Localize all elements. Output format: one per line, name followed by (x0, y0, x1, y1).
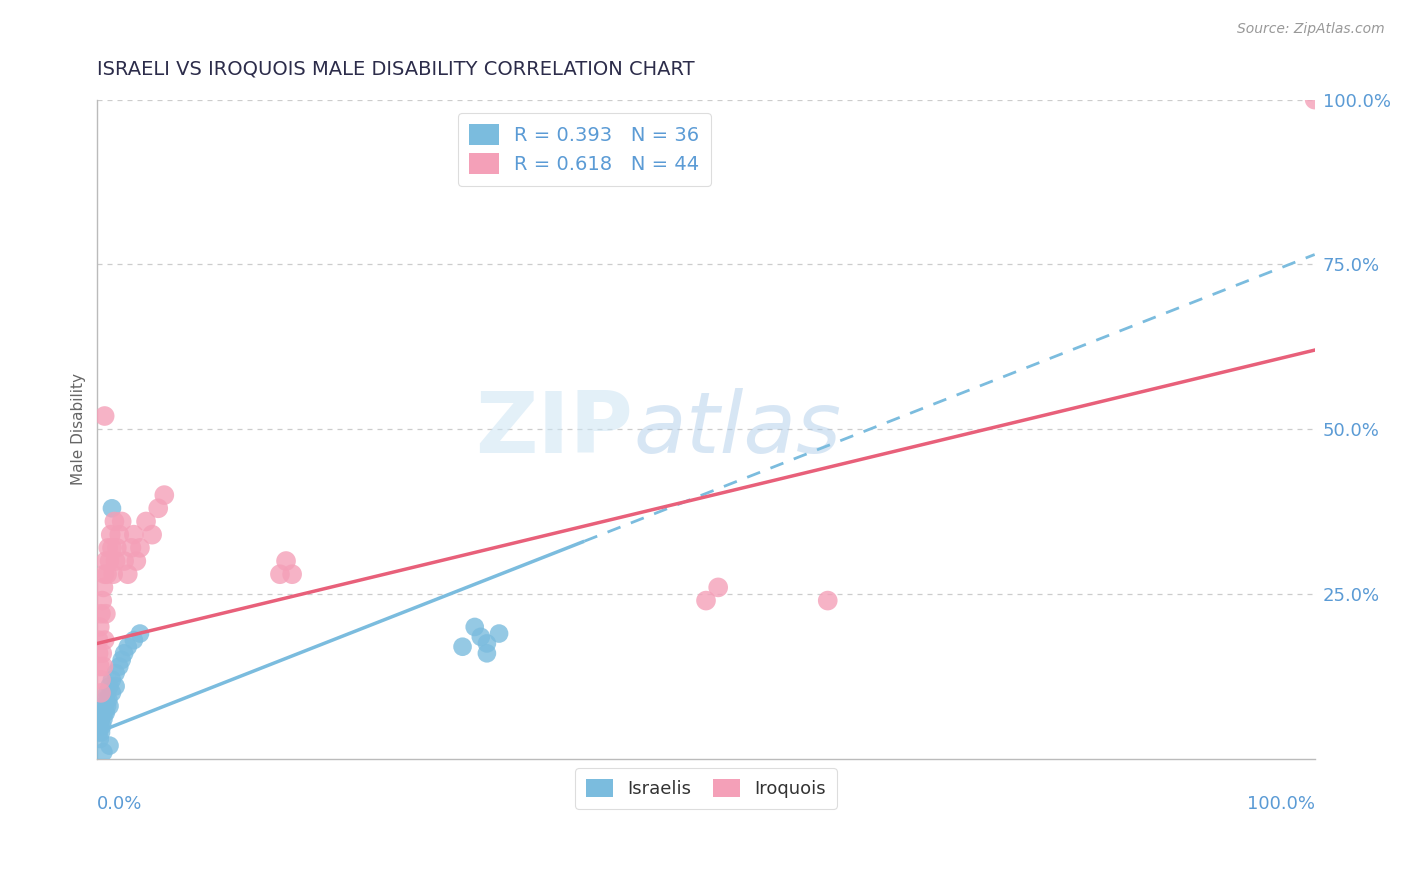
Point (122, 633, 145, 648)
Legend: Israelis, Iroquois: Israelis, Iroquois (575, 768, 837, 809)
Point (125, 554, 148, 568)
Point (153, 488, 176, 502)
Point (104, 554, 127, 568)
Point (104, 679, 127, 693)
Point (117, 640, 139, 654)
Point (98, 739, 121, 753)
Point (101, 541, 124, 555)
Point (98, 554, 121, 568)
Point (90, 725, 112, 739)
Point (91, 593, 114, 607)
Point (94, 706, 117, 720)
Point (111, 653, 134, 667)
Point (112, 554, 135, 568)
Text: ISRAELI VS IROQUOIS MALE DISABILITY CORRELATION CHART: ISRAELI VS IROQUOIS MALE DISABILITY CORR… (97, 60, 695, 78)
Point (93, 633, 115, 648)
Point (141, 527, 163, 541)
Point (87, 725, 110, 739)
Point (129, 626, 152, 640)
Text: atlas: atlas (633, 388, 841, 471)
Point (695, 593, 717, 607)
Point (120, 541, 142, 555)
Point (98, 699, 121, 714)
Point (281, 567, 304, 582)
Point (101, 673, 124, 687)
Point (101, 567, 124, 582)
Point (90, 607, 112, 621)
Point (91, 646, 114, 660)
Point (89, 731, 111, 746)
Text: 100.0%: 100.0% (1247, 795, 1315, 813)
Point (817, 593, 839, 607)
Point (93, 581, 115, 595)
Point (93, 699, 115, 714)
Point (129, 541, 152, 555)
Text: ZIP: ZIP (475, 388, 633, 471)
Point (104, 666, 127, 681)
Point (269, 567, 291, 582)
Point (105, 541, 128, 555)
Point (93, 745, 115, 759)
Point (475, 636, 498, 650)
Point (464, 620, 486, 634)
Point (87, 646, 110, 660)
Point (108, 659, 131, 673)
Point (93, 567, 115, 582)
Point (96, 567, 118, 582)
Point (93, 712, 115, 726)
Point (274, 554, 297, 568)
Point (91, 706, 114, 720)
Text: Source: ZipAtlas.com: Source: ZipAtlas.com (1237, 22, 1385, 37)
Point (1303, 93, 1326, 107)
Point (117, 567, 139, 582)
Point (89, 659, 111, 673)
Point (148, 501, 170, 516)
Point (93, 409, 115, 423)
Point (90, 686, 112, 700)
Point (93, 706, 115, 720)
Point (470, 630, 492, 644)
Point (97, 541, 120, 555)
Point (87, 633, 110, 648)
Point (488, 626, 510, 640)
Point (98, 679, 121, 693)
Point (93, 659, 115, 673)
Y-axis label: Male Disability: Male Disability (72, 373, 86, 485)
Point (108, 527, 131, 541)
Point (90, 673, 112, 687)
Point (89, 620, 111, 634)
Point (100, 527, 122, 541)
Point (135, 515, 157, 529)
Point (112, 646, 135, 660)
Point (90, 712, 112, 726)
Point (101, 686, 124, 700)
Point (94, 692, 117, 706)
Point (96, 686, 118, 700)
Point (97, 692, 120, 706)
Point (707, 581, 730, 595)
Point (89, 719, 111, 733)
Point (111, 515, 134, 529)
Point (122, 527, 145, 541)
Point (103, 515, 125, 529)
Point (101, 501, 124, 516)
Point (96, 699, 118, 714)
Point (91, 719, 114, 733)
Point (475, 646, 498, 660)
Point (94, 607, 117, 621)
Point (94, 554, 117, 568)
Text: 0.0%: 0.0% (97, 795, 143, 813)
Point (451, 640, 474, 654)
